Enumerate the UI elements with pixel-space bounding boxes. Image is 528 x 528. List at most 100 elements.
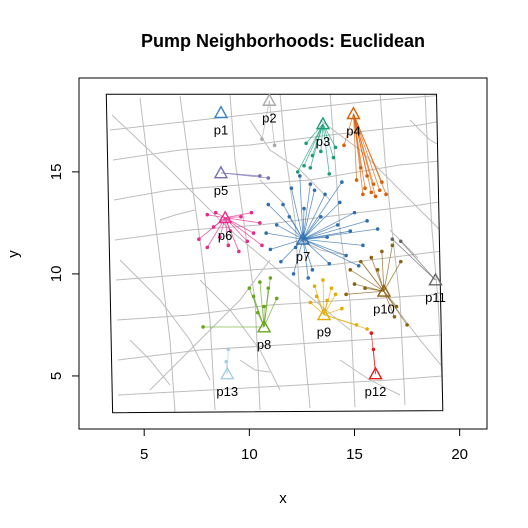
case-point-p9 — [333, 292, 338, 297]
case-point-p8 — [262, 304, 266, 309]
case-link-p7 — [302, 184, 311, 240]
case-point-p3 — [327, 172, 332, 176]
pump-marker-p11 — [428, 272, 443, 286]
case-point-p9 — [365, 327, 369, 331]
case-point-p5 — [258, 174, 262, 178]
case-link-p7 — [270, 238, 304, 250]
case-point-p3 — [308, 165, 313, 170]
case-point-p8 — [268, 276, 273, 280]
case-link-p3 — [297, 123, 324, 173]
case-link-p8 — [257, 312, 265, 328]
case-link-p7 — [302, 238, 330, 264]
case-point-p6 — [226, 243, 231, 248]
case-link-p2 — [268, 100, 275, 146]
case-point-p7 — [312, 188, 317, 193]
case-point-p4 — [342, 143, 346, 148]
case-point-p6 — [251, 231, 256, 235]
pump-marker-p7 — [295, 231, 311, 245]
case-link-p3 — [322, 123, 334, 158]
case-link-p4 — [353, 113, 381, 191]
case-link-p7 — [302, 202, 341, 240]
y-tick-label: 10 — [48, 266, 65, 283]
case-link-p7 — [302, 238, 359, 267]
case-link-p7 — [288, 216, 304, 240]
pump-marker-p4 — [346, 106, 361, 120]
case-point-p7 — [323, 192, 327, 197]
pump-marker-p10 — [376, 283, 392, 297]
case-point-p7 — [344, 253, 348, 258]
case-link-p3 — [322, 123, 330, 174]
y-axis: 5 10 15 — [48, 164, 80, 380]
case-point-p7 — [308, 182, 313, 186]
case-point-p7 — [335, 223, 340, 227]
pump-label-p3: p3 — [316, 134, 330, 149]
y-axis-label: y — [5, 250, 22, 258]
case-point-p8 — [251, 294, 256, 299]
case-point-p7 — [365, 219, 369, 223]
x-tick-label: 5 — [140, 446, 148, 463]
case-link-p7 — [302, 224, 338, 240]
case-point-p7 — [268, 247, 273, 252]
case-point-p8 — [255, 310, 260, 315]
case-link-p4 — [353, 113, 372, 193]
pump-label-p6: p6 — [218, 228, 232, 243]
case-points — [197, 137, 409, 364]
pump-label-p2: p2 — [262, 110, 276, 125]
x-tick-label: 15 — [346, 446, 363, 463]
pump-marker-p6 — [217, 210, 233, 224]
case-point-p7 — [266, 202, 271, 207]
case-link-p3 — [305, 123, 324, 144]
case-point-p6 — [205, 212, 210, 217]
case-link-p10 — [370, 257, 385, 292]
case-link-p10 — [350, 269, 385, 292]
case-point-p4 — [365, 174, 369, 178]
case-link-p9 — [323, 314, 368, 330]
case-link-p11 — [392, 238, 436, 281]
case-point-p7 — [264, 231, 268, 235]
chart-title: Pump Neighborhoods: Euclidean — [141, 31, 425, 51]
case-point-p4 — [384, 192, 388, 197]
case-point-p4 — [361, 192, 365, 197]
case-point-p3 — [302, 163, 306, 168]
case-link-p6 — [225, 217, 260, 224]
case-point-p6 — [239, 214, 243, 219]
case-point-p8 — [266, 286, 271, 290]
x-tick-label: 20 — [451, 446, 468, 463]
y-tick-label: 5 — [48, 372, 65, 380]
case-point-p6 — [228, 229, 233, 233]
case-point-p6 — [197, 237, 201, 242]
case-point-p6 — [260, 243, 264, 248]
case-point-p7 — [356, 263, 361, 268]
case-point-p4 — [359, 165, 363, 170]
case-point-p10 — [369, 255, 374, 260]
case-link-p2 — [261, 100, 270, 140]
case-point-p3 — [333, 145, 338, 150]
case-point-p7 — [375, 227, 380, 231]
case-point-p9 — [308, 300, 313, 305]
case-point-p10 — [405, 323, 409, 327]
case-point-p9 — [312, 284, 317, 288]
case-point-p6 — [258, 221, 262, 225]
case-links — [198, 100, 436, 374]
case-point-p5 — [266, 176, 271, 180]
case-link-p7 — [302, 220, 368, 240]
case-point-p7 — [325, 235, 329, 239]
case-link-p7 — [267, 204, 304, 240]
case-link-p10 — [360, 261, 385, 292]
case-link-p6 — [224, 217, 231, 232]
pump-label-p7: p7 — [296, 249, 310, 264]
case-point-p10 — [398, 259, 403, 264]
pump-markers — [213, 93, 443, 380]
case-point-p9 — [321, 278, 325, 282]
pump-marker-p13 — [220, 366, 235, 380]
case-link-p7 — [302, 228, 378, 240]
case-point-p10 — [363, 286, 367, 290]
case-point-p4 — [377, 188, 382, 193]
y-tick-label: 15 — [48, 164, 65, 181]
case-link-p6 — [224, 217, 248, 242]
case-link-p7 — [302, 238, 347, 256]
case-point-p13 — [224, 359, 229, 364]
case-point-p10 — [380, 249, 384, 254]
case-point-p4 — [380, 180, 384, 184]
